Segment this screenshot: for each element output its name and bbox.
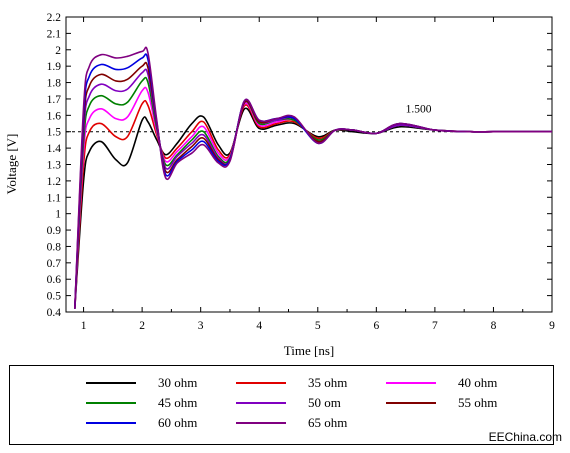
y-tick-label: 2.1: [47, 28, 62, 40]
x-tick-label: 6: [373, 320, 379, 332]
legend-label: 30 ohm: [158, 375, 198, 390]
x-tick-label: 1: [81, 320, 87, 332]
legend-swatch: [86, 422, 136, 424]
y-tick-label: 1.8: [47, 78, 62, 90]
series-line-50-om: [73, 68, 552, 309]
y-tick-label: 0.5: [47, 291, 62, 303]
y-tick-label: 2.2: [47, 12, 62, 24]
tick-marks: [66, 16, 553, 313]
legend-swatch: [236, 382, 286, 384]
x-axis-title: Time [ns]: [284, 343, 334, 358]
y-tick-label: 0.8: [47, 241, 62, 253]
plot-frame: [65, 16, 553, 313]
legend-item: 65 ohm: [236, 415, 347, 431]
y-tick-label: 1.4: [47, 143, 62, 155]
legend-swatch: [86, 382, 136, 384]
legend-swatch: [236, 402, 286, 404]
y-tick-label: 1.2: [47, 176, 62, 188]
legend-label: 40 ohm: [458, 375, 498, 390]
y-tick-label: 0.9: [47, 225, 62, 237]
legend-label: 60 ohm: [158, 415, 198, 430]
series-line-30-ohm: [73, 107, 552, 309]
series-line-55-ohm: [73, 61, 552, 309]
legend-label: 50 om: [308, 395, 341, 410]
y-tick-label: 1: [55, 209, 61, 221]
chart-plot: 1.500 1 2 3 4 5 6 7 8 9 0.4 0.5 0.6 0.7 0.8 0.9 1 1.1 1.2…: [4, 12, 556, 358]
legend-label: 45 ohm: [158, 395, 198, 410]
legend-swatch: [236, 422, 286, 424]
x-tick-label: 9: [549, 320, 555, 332]
series-line-65-ohm: [73, 46, 552, 309]
y-tick-label: 1.5: [47, 127, 62, 139]
series-line-60-ohm: [73, 53, 552, 309]
y-axis-title: Voltage [V]: [4, 134, 19, 195]
y-tick-label: 1.1: [47, 192, 62, 204]
legend-item: 55 ohm: [386, 395, 497, 411]
y-tick-label: 1.7: [47, 94, 62, 106]
legend-swatch: [386, 402, 436, 404]
y-tick-label: 0.6: [47, 274, 62, 286]
y-tick-label: 1.9: [47, 61, 62, 73]
watermark-text: EEChina.com: [488, 430, 562, 444]
y-tick-label: 0.4: [47, 307, 62, 319]
x-tick-label: 5: [315, 320, 321, 332]
legend-swatch: [386, 382, 436, 384]
x-tick-label: 2: [139, 320, 145, 332]
y-tick-label: 1.6: [47, 110, 62, 122]
legend-label: 65 ohm: [308, 415, 348, 430]
x-tick-label: 7: [432, 320, 438, 332]
tick-labels: 1 2 3 4 5 6 7 8 9 0.4 0.5 0.6 0.7 0.8 0.9 1 1.1 1.2 1.3 1.4…: [47, 12, 556, 332]
series-group: [73, 46, 552, 309]
legend-label: 35 ohm: [308, 375, 348, 390]
legend-item: 35 ohm: [236, 375, 347, 391]
legend-swatch: [86, 402, 136, 404]
reference-line-label: 1.500: [406, 104, 432, 116]
y-tick-label: 1.3: [47, 160, 62, 172]
legend-item: 50 om: [236, 395, 341, 411]
legend-item: 30 ohm: [86, 375, 197, 391]
legend-label: 55 ohm: [458, 395, 498, 410]
series-line-45-ohm: [73, 76, 552, 309]
x-tick-label: 4: [256, 320, 262, 332]
legend-item: 40 ohm: [386, 375, 497, 391]
legend-item: 60 ohm: [86, 415, 197, 431]
legend-item: 45 ohm: [86, 395, 197, 411]
legend: 30 ohm 35 ohm 40 ohm 45 ohm 50 om 55 ohm 60 oh…: [9, 365, 554, 445]
y-tick-label: 2: [55, 45, 61, 57]
x-tick-label: 8: [491, 320, 497, 332]
x-tick-label: 3: [198, 320, 204, 332]
y-tick-label: 0.7: [47, 258, 62, 270]
